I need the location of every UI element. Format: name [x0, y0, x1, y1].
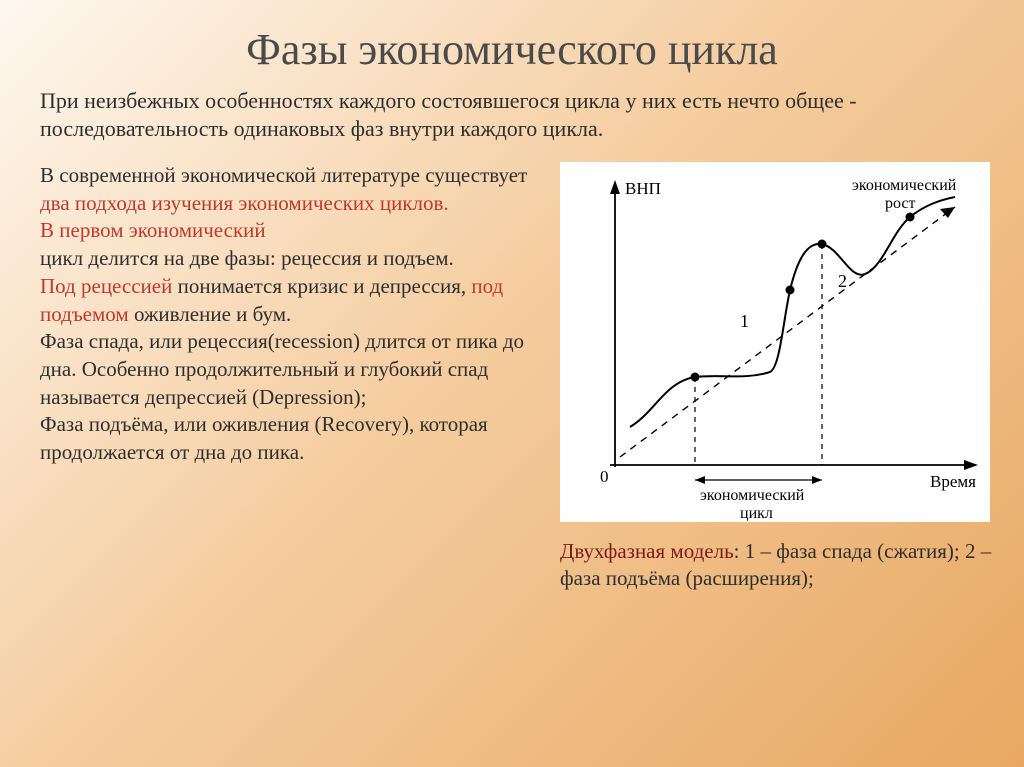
p1a: В современной экономической литературе с…: [40, 163, 527, 187]
growth-label-2: рост: [885, 195, 916, 212]
body-text: В современной экономической литературе с…: [40, 162, 530, 593]
node-4: [906, 213, 915, 222]
p5: Фаза подъёма, или оживления (Recovery), …: [40, 412, 488, 464]
p1b-highlight: два подхода изучения экономических цикло…: [40, 191, 449, 215]
p3a-highlight: Под рецессией: [40, 274, 172, 298]
x-axis-label: Время: [930, 472, 976, 491]
p2b: цикл делится на две фазы: рецессия и под…: [40, 246, 454, 270]
trend-arrow-icon: [940, 207, 955, 218]
p2a-highlight: В первом экономический: [40, 218, 266, 242]
chart-column: ВНП Время 0 экономический рост 1 2 эконо…: [550, 162, 996, 593]
trend-line: [620, 207, 955, 457]
phase-1-label: 1: [740, 311, 749, 331]
p3b: понимается кризис и депрессия,: [172, 274, 471, 298]
cycle-curve: [630, 197, 955, 427]
cycle-span-left-arrow-icon: [695, 476, 705, 484]
caption-a: Двухфазная модель: [560, 539, 734, 563]
cycle-span-right-arrow-icon: [812, 476, 822, 484]
cycle-label-2: цикл: [740, 505, 773, 522]
page-title: Фазы экономического цикла: [0, 0, 1024, 87]
node-2: [786, 286, 795, 295]
origin-label: 0: [600, 467, 609, 486]
y-axis-label: ВНП: [625, 179, 661, 198]
chart-caption: Двухфазная модель: 1 – фаза спада (сжати…: [560, 538, 996, 593]
x-axis-arrow-icon: [964, 460, 978, 470]
subtitle-text: При неизбежных особенностях каждого сост…: [0, 87, 1024, 162]
phase-2-label: 2: [838, 271, 847, 291]
p4: Фаза спада, или рецессия(recession) длит…: [40, 329, 524, 408]
cycle-chart: ВНП Время 0 экономический рост 1 2 эконо…: [560, 162, 990, 522]
p3d: оживление и бум.: [129, 302, 292, 326]
growth-label-1: экономический: [852, 177, 957, 194]
y-axis-arrow-icon: [610, 180, 620, 194]
cycle-label-1: экономический: [700, 487, 805, 504]
content-row: В современной экономической литературе с…: [0, 162, 1024, 593]
